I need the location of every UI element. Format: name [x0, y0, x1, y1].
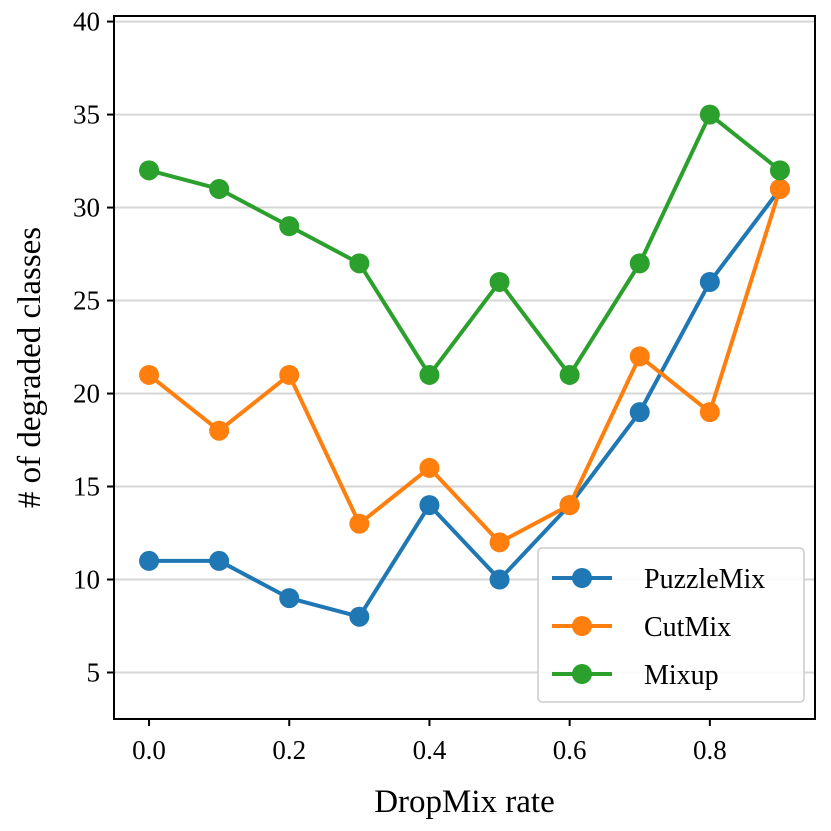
data-point-puzzlemix	[279, 588, 300, 609]
legend-marker-mixup	[572, 664, 592, 684]
data-point-cutmix	[769, 178, 790, 199]
y-tick-label: 30	[73, 193, 100, 223]
y-tick-label: 10	[73, 565, 100, 595]
x-tick-label: 0.4	[413, 735, 447, 765]
series-line-mixup	[148, 112, 782, 377]
data-point-mixup	[279, 216, 300, 237]
x-tick-label: 0.8	[693, 735, 727, 765]
data-point-puzzlemix	[629, 402, 650, 423]
data-point-cutmix	[209, 420, 230, 441]
x-tick-label: 0.6	[553, 735, 587, 765]
legend-label-puzzlemix: PuzzleMix	[644, 564, 765, 595]
data-point-mixup	[209, 178, 230, 199]
y-tick-label: 35	[73, 100, 100, 130]
series-cutmix	[139, 178, 790, 553]
legend-marker-cutmix	[572, 616, 592, 636]
legend: PuzzleMix CutMix Mixup	[537, 547, 805, 703]
series-layer	[139, 104, 790, 627]
data-point-mixup	[629, 253, 650, 274]
data-point-mixup	[419, 364, 440, 385]
legend-item-puzzlemix: PuzzleMix	[552, 564, 765, 595]
series-mixup	[139, 104, 790, 385]
y-tick-label: 40	[73, 7, 100, 37]
data-point-cutmix	[279, 364, 300, 385]
y-axis-label: # of degraded classes	[12, 227, 48, 508]
data-point-puzzlemix	[419, 495, 440, 516]
legend-marker-puzzlemix	[572, 568, 592, 588]
data-point-mixup	[349, 253, 370, 274]
y-tick-label: 25	[73, 286, 100, 316]
legend-label-mixup: Mixup	[644, 660, 719, 691]
legend-label-cutmix: CutMix	[644, 612, 731, 643]
legend-item-mixup: Mixup	[552, 660, 719, 691]
x-axis-label: DropMix rate	[374, 784, 555, 820]
data-point-cutmix	[699, 402, 720, 423]
data-point-puzzlemix	[489, 569, 510, 590]
series-line-cutmix	[147, 188, 782, 545]
y-tick-label: 5	[87, 658, 101, 688]
data-point-cutmix	[139, 364, 160, 385]
legend-box	[537, 547, 805, 703]
legend-item-cutmix: CutMix	[552, 612, 731, 643]
x-tick-label: 0.0	[132, 735, 166, 765]
data-point-mixup	[559, 364, 580, 385]
data-point-puzzlemix	[699, 271, 720, 292]
data-point-mixup	[699, 104, 720, 125]
data-point-cutmix	[489, 532, 510, 553]
data-point-puzzlemix	[209, 550, 230, 571]
grid-lines	[114, 20, 815, 674]
data-point-mixup	[769, 160, 790, 181]
data-point-mixup	[489, 271, 510, 292]
data-point-cutmix	[629, 346, 650, 367]
data-point-mixup	[139, 160, 160, 181]
series-line-puzzlemix	[149, 187, 782, 619]
data-point-cutmix	[419, 457, 440, 478]
y-axis-ticks: 5 10 15 20 25 30 35 40	[73, 7, 114, 688]
y-tick-label: 20	[73, 379, 100, 409]
data-point-cutmix	[349, 513, 370, 534]
data-point-cutmix	[559, 495, 580, 516]
data-point-puzzlemix	[139, 550, 160, 571]
data-point-puzzlemix	[349, 606, 370, 627]
plot-frame	[113, 15, 816, 720]
x-tick-label: 0.2	[272, 735, 306, 765]
x-axis-ticks: 0.0 0.2 0.4 0.6 0.8	[132, 719, 727, 765]
y-tick-label: 15	[73, 472, 100, 502]
